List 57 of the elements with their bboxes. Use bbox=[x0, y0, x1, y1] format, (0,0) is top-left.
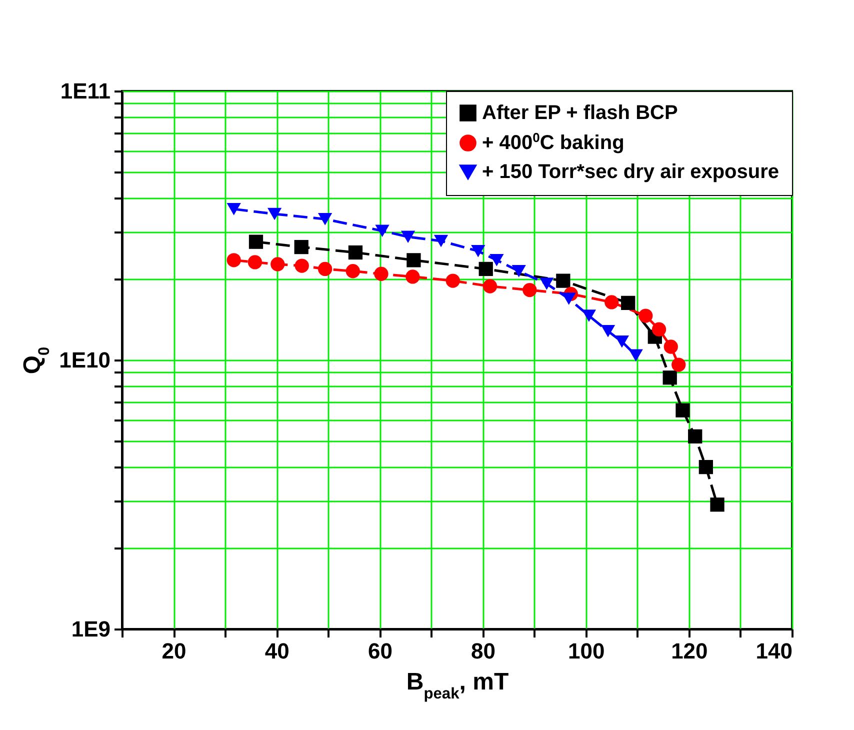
point bbox=[621, 296, 636, 310]
point bbox=[664, 340, 678, 354]
point bbox=[604, 295, 619, 310]
point bbox=[400, 230, 416, 243]
point bbox=[471, 244, 486, 258]
legend-label: + 150 Torr*sec dry air exposure bbox=[482, 161, 780, 183]
point bbox=[478, 262, 493, 276]
y-tick-label: 1E11 bbox=[60, 78, 110, 104]
point bbox=[446, 274, 460, 288]
point bbox=[248, 234, 264, 249]
point bbox=[556, 274, 570, 288]
point bbox=[346, 264, 360, 278]
point bbox=[348, 245, 363, 260]
point bbox=[652, 322, 666, 336]
point bbox=[267, 208, 282, 220]
legend-label: + 400$^{0}$C baking bbox=[482, 130, 624, 154]
point bbox=[270, 257, 285, 272]
y-tick-label: 1E10 bbox=[59, 348, 110, 372]
point bbox=[562, 292, 576, 305]
point bbox=[226, 202, 241, 216]
point bbox=[662, 370, 677, 385]
point bbox=[406, 270, 420, 284]
point bbox=[294, 258, 309, 273]
x-tick-label: 20 bbox=[162, 638, 186, 664]
legend-label: After EP + flash BCP bbox=[482, 102, 678, 124]
point bbox=[490, 254, 504, 266]
point bbox=[614, 336, 629, 348]
point bbox=[434, 234, 448, 248]
point bbox=[600, 325, 616, 338]
point bbox=[710, 498, 724, 512]
point bbox=[540, 278, 554, 290]
point bbox=[294, 240, 308, 254]
point bbox=[318, 262, 332, 276]
point bbox=[628, 349, 643, 362]
point bbox=[582, 310, 596, 322]
x-tick-label: 80 bbox=[471, 638, 496, 664]
point bbox=[512, 264, 526, 278]
point bbox=[318, 212, 332, 226]
point bbox=[482, 279, 498, 294]
point bbox=[676, 403, 690, 418]
point bbox=[375, 224, 390, 237]
y-tick-label: 1E9 bbox=[71, 616, 110, 642]
point bbox=[226, 253, 241, 268]
point bbox=[522, 282, 537, 298]
point bbox=[688, 429, 702, 444]
x-tick-label: 120 bbox=[671, 638, 708, 664]
point bbox=[698, 460, 713, 474]
point bbox=[672, 358, 686, 372]
point bbox=[374, 266, 388, 281]
x-tick-label: 100 bbox=[568, 638, 605, 664]
x-tick-label: 140 bbox=[756, 638, 792, 664]
point bbox=[406, 253, 421, 268]
x-tick-label: 40 bbox=[264, 638, 290, 664]
x-axis-title: B$_{peak}$, mT bbox=[406, 668, 509, 702]
point bbox=[638, 308, 653, 323]
x-tick-label: 60 bbox=[368, 638, 392, 664]
point bbox=[248, 255, 262, 270]
